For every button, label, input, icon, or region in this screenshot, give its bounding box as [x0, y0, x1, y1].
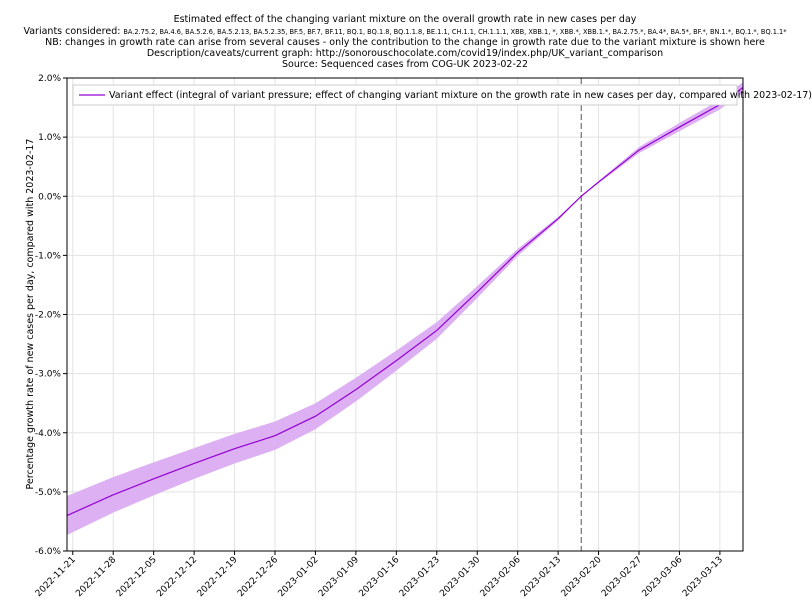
x-tick-label: 2022-11-28 [74, 555, 118, 599]
title-line: Estimated effect of the changing variant… [174, 14, 637, 25]
x-tick-label: 2023-01-09 [317, 555, 361, 599]
x-tick-label: 2022-12-05 [115, 555, 159, 599]
plot-frame [66, 77, 744, 552]
title-line: Description/caveats/current graph: http:… [147, 48, 663, 59]
x-tick-label: 2023-02-27 [600, 555, 644, 599]
y-tick-label: -4.0% [35, 429, 62, 439]
x-tick-label: 2022-12-12 [155, 555, 199, 599]
y-axis-label: Percentage growth rate of new cases per … [25, 139, 36, 490]
legend-box [72, 84, 738, 106]
x-tick-label: 2023-02-20 [560, 555, 604, 599]
y-tick-label: -6.0% [35, 547, 62, 557]
x-tick-label: 2023-01-30 [438, 555, 482, 599]
variants-line: Variants considered: BA.2.75.2, BA.4.6, … [23, 26, 787, 37]
series-line [66, 86, 744, 517]
y-tick-label: 2.0% [38, 74, 61, 84]
variants-list: BA.2.75.2, BA.4.6, BA.5.2.6, BA.5.2.13, … [123, 28, 787, 36]
variants-label: Variants considered: [23, 26, 120, 37]
confidence-band [67, 82, 743, 536]
y-tick-label: -2.0% [35, 311, 62, 321]
x-tick-label: 2023-01-23 [398, 555, 442, 599]
x-tick-label: 2023-03-13 [681, 555, 725, 599]
x-tick-label: 2022-12-26 [236, 555, 280, 599]
y-tick-label: -1.0% [35, 251, 62, 261]
x-tick-label: 2023-03-06 [641, 555, 685, 599]
title-line: NB: changes in growth rate can arise fro… [45, 37, 765, 48]
x-tick-label: 2022-12-19 [196, 555, 240, 599]
x-tick-label: 2023-02-13 [519, 555, 563, 599]
y-tick-label: -5.0% [35, 488, 62, 498]
x-tick-label: 2022-11-21 [34, 555, 78, 599]
x-tick-label: 2023-01-16 [357, 555, 401, 599]
y-tick-label: 1.0% [38, 133, 61, 143]
y-tick-label: -3.0% [35, 370, 62, 380]
y-tick-label: 0.0% [38, 192, 61, 202]
x-tick-label: 2023-01-02 [277, 555, 321, 599]
legend-label: Variant effect (integral of variant pres… [109, 90, 812, 101]
title-line: Source: Sequenced cases from COG-UK 2023… [282, 59, 528, 70]
x-tick-label: 2023-02-06 [479, 555, 523, 599]
